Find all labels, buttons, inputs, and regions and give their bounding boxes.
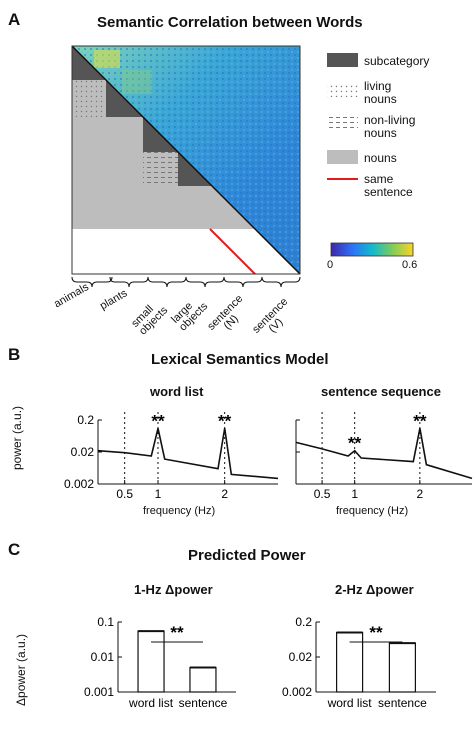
panel-a-figure xyxy=(71,45,414,288)
x-tick-label: 2 xyxy=(221,487,228,501)
x-tick-label: 0.5 xyxy=(116,487,133,501)
significance-stars: ** xyxy=(348,434,362,453)
bar xyxy=(388,642,416,693)
y-tick-label: 0.001 xyxy=(84,685,114,699)
panel-b-letter: B xyxy=(8,345,21,364)
bar xyxy=(336,631,364,693)
category-label: word list xyxy=(128,696,174,710)
legend-label-same-1: same xyxy=(364,172,394,186)
y-tick-label: 0.1 xyxy=(97,615,114,629)
x-tick-label: 0.5 xyxy=(314,487,331,501)
same-sentence-line xyxy=(209,228,256,275)
y-tick-label: 0.02 xyxy=(71,445,95,459)
heatmap-green-block xyxy=(122,70,152,94)
matrix-border xyxy=(71,45,301,275)
y-tick-label: 0.002 xyxy=(64,477,94,491)
nonliving-nouns-area xyxy=(143,152,178,186)
bar xyxy=(137,630,165,693)
legend-label-nonliving-2: nouns xyxy=(364,126,397,140)
panel-b-title: Lexical Semantics Model xyxy=(151,351,329,368)
legend-swatch-nouns xyxy=(327,150,358,164)
panel-a-title: Semantic Correlation between Words xyxy=(97,14,363,31)
panel-c-subtitle-1: 1-Hz Δpower xyxy=(134,582,213,597)
significance-stars: ** xyxy=(218,411,232,430)
panel-a-letter: A xyxy=(8,10,21,29)
category-braces xyxy=(71,276,301,288)
legend-label-same-2: sentence xyxy=(364,185,413,199)
series-line xyxy=(295,428,473,480)
x-tick-label: 1 xyxy=(155,487,162,501)
legend-label-living-2: nouns xyxy=(364,92,397,106)
colorbar-min-label: 0 xyxy=(327,259,334,271)
x-tick-label: 2 xyxy=(417,487,424,501)
panel-b-xlabel-2: frequency (Hz) xyxy=(336,505,409,517)
legend-swatch-living xyxy=(327,83,358,97)
legend-label-nonliving-1: non-living xyxy=(364,113,416,127)
category-label: sentence xyxy=(179,696,228,710)
bar xyxy=(189,666,217,693)
panel-b-subtitle-1: word list xyxy=(150,384,204,399)
series-line xyxy=(97,428,279,480)
legend-swatch-nonliving xyxy=(327,117,358,131)
colorbar xyxy=(330,242,414,257)
legend-label-nouns: nouns xyxy=(364,151,397,165)
legend-swatch-subcategory xyxy=(327,53,358,67)
category-label: sentence xyxy=(378,696,427,710)
living-nouns-area xyxy=(72,80,106,117)
y-tick-label: 0.2 xyxy=(295,615,312,629)
colorbar-max-label: 0.6 xyxy=(402,259,418,271)
significance-stars: ** xyxy=(413,411,427,430)
y-tick-label: 0.02 xyxy=(289,650,313,664)
panel-c-charts: 0.1 0.01 0.001 word list sentence ** 0.2 0.02 0… xyxy=(84,615,436,710)
legend-label-living-1: living xyxy=(364,79,392,93)
heatmap-yellow-block xyxy=(94,50,120,68)
y-tick-label: 0.2 xyxy=(77,413,94,427)
panel-c-letter: C xyxy=(8,540,21,559)
x-tick-label: 1 xyxy=(351,487,358,501)
panel-b-subtitle-2: sentence sequence xyxy=(321,384,441,399)
category-label: word list xyxy=(327,696,373,710)
matrix-diagonal xyxy=(71,45,301,275)
significance-stars: ** xyxy=(151,411,165,430)
y-tick-label: 0.01 xyxy=(91,650,115,664)
panel-c-title: Predicted Power xyxy=(188,547,306,564)
significance-stars: ** xyxy=(369,623,383,642)
panel-b-xlabel-1: frequency (Hz) xyxy=(143,505,216,517)
significance-stars: ** xyxy=(170,623,184,642)
y-tick-label: 0.002 xyxy=(282,685,312,699)
panel-b-charts: 0.2 0.02 0.002 0.5 1 2 ** ** 0.5 1 2 ** ** xyxy=(64,411,473,501)
panel-c-subtitle-2: 2-Hz Δpower xyxy=(335,582,414,597)
legend-label-subcategory: subcategory xyxy=(364,54,430,68)
